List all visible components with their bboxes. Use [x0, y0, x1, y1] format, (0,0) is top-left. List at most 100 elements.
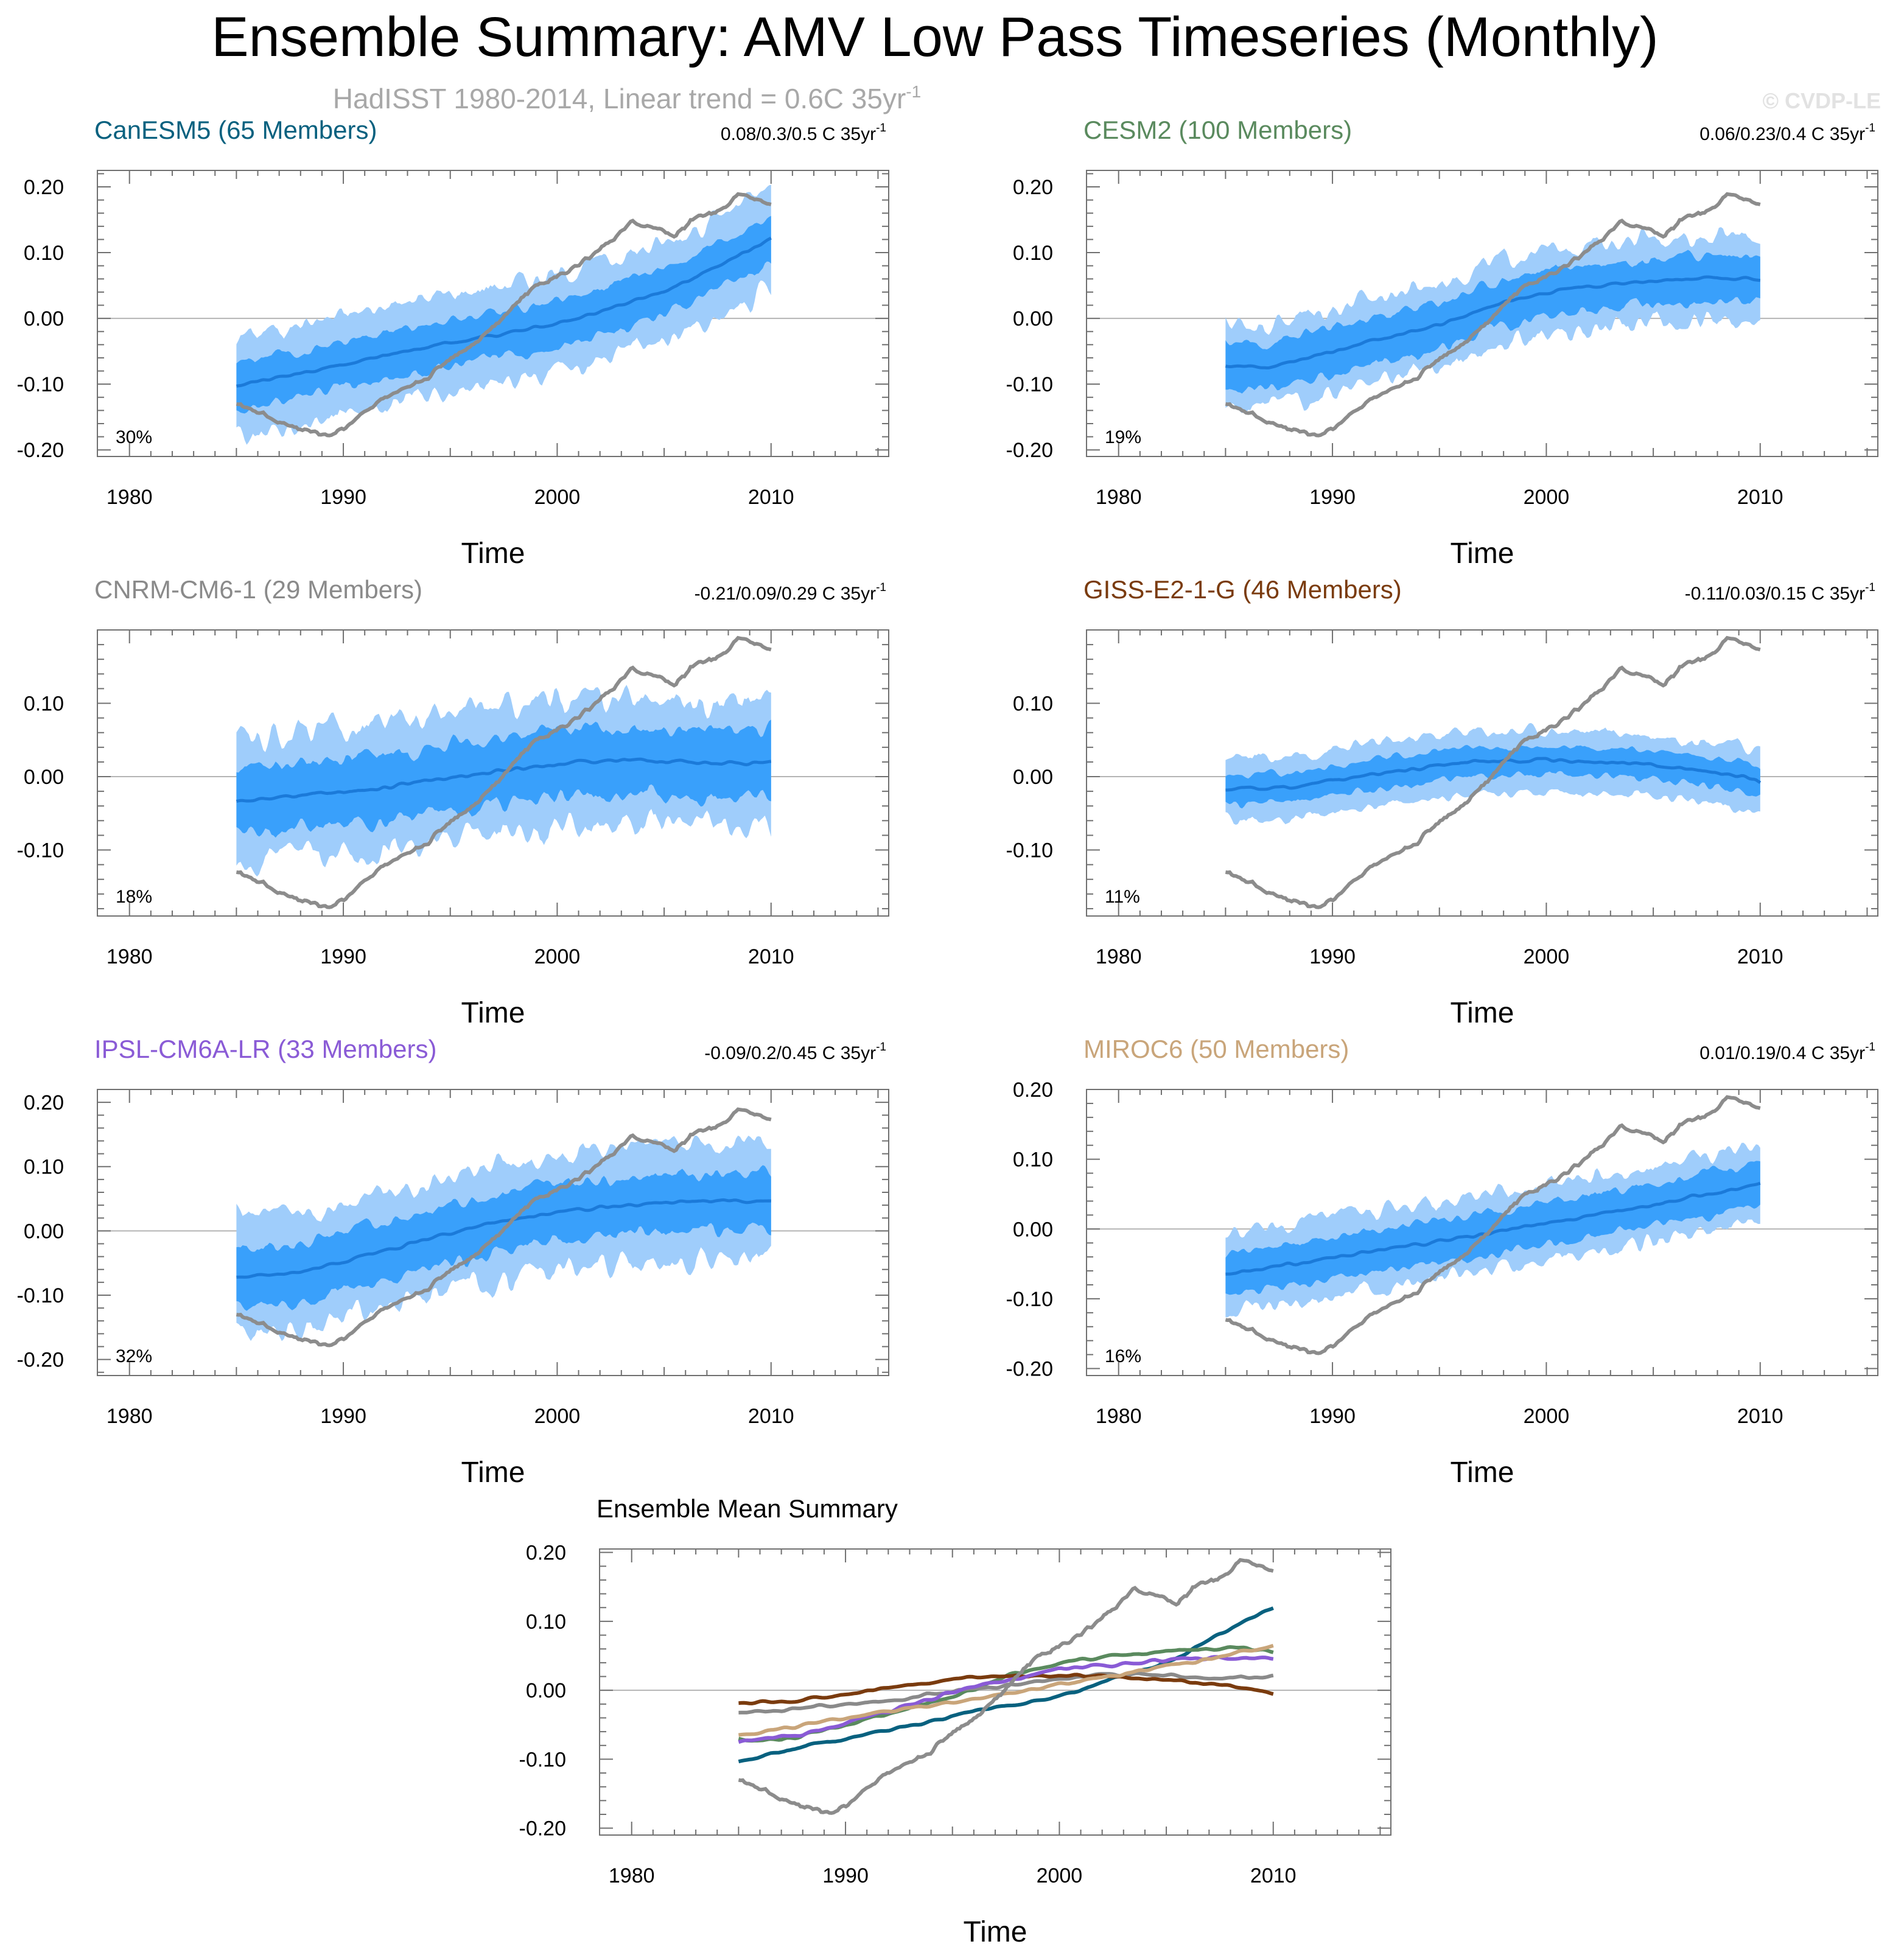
panel-title: GISS-E2-1-G (46 Members) — [1083, 575, 1402, 604]
panel-5: MIROC6 (50 Members) 0.01/0.19/0.4 C 35yr-… — [1006, 1035, 1878, 1489]
x-axis-label: Time — [461, 537, 525, 570]
y-tick-label: 0.00 — [24, 307, 64, 330]
y-tick-label: 0.20 — [526, 1542, 566, 1565]
y-tick-label: 0.10 — [1013, 1149, 1053, 1172]
observations-line — [236, 192, 772, 438]
trend-superscript: -1 — [1865, 122, 1875, 135]
x-tick-label: 2000 — [534, 945, 581, 968]
y-tick-label: -0.20 — [519, 1817, 567, 1841]
observations-line — [1225, 1095, 1761, 1355]
trend-value: 0.08/0.3/0.5 C 35yr — [721, 124, 876, 144]
series-line-miroc6 — [738, 1643, 1274, 1737]
panel-3: GISS-E2-1-G (46 Members) -0.11/0.03/0.15 … — [1006, 575, 1878, 1029]
y-tick-label: 0.10 — [24, 1156, 64, 1179]
y-tick-label: -0.10 — [519, 1748, 567, 1771]
x-tick-label: 1990 — [822, 1864, 869, 1887]
x-tick-label: 2000 — [534, 1405, 581, 1428]
observations-line — [738, 1558, 1274, 1815]
trend-superscript: -1 — [1865, 581, 1875, 594]
y-tick-label: -0.10 — [17, 373, 65, 396]
percent-label: 30% — [116, 427, 152, 447]
x-tick-label: 1980 — [609, 1864, 655, 1887]
x-tick-label: 1990 — [320, 486, 366, 509]
panels: CanESM5 (65 Members) 0.08/0.3/0.5 C 35yr-… — [17, 116, 1878, 1944]
x-tick-label: 1980 — [107, 945, 153, 968]
y-tick-label: 0.00 — [1013, 766, 1053, 789]
trend-superscript: -1 — [1865, 1041, 1875, 1054]
trend-label: -0.21/0.09/0.29 C 35yr-1 — [695, 581, 886, 604]
x-tick-label: 1980 — [1096, 1405, 1142, 1428]
trend-value: 0.06/0.23/0.4 C 35yr — [1699, 124, 1865, 144]
ensemble-mean-line — [1225, 1181, 1761, 1276]
y-tick-label: 0.10 — [1013, 242, 1053, 265]
ensemble-mean-line — [236, 1198, 771, 1279]
y-tick-label: -0.10 — [1006, 839, 1054, 862]
x-axis-label: Time — [964, 1916, 1027, 1944]
ensemble-mean-line — [236, 757, 772, 803]
percent-label: 18% — [116, 887, 152, 907]
panel-title: CESM2 (100 Members) — [1083, 116, 1352, 144]
trend-value: 0.01/0.19/0.4 C 35yr — [1699, 1043, 1865, 1063]
x-tick-label: 2010 — [748, 1405, 794, 1428]
series-line-cnrm-cm6-1 — [738, 1671, 1274, 1715]
figure-title: Ensemble Summary: AMV Low Pass Timeserie… — [211, 6, 1658, 68]
x-axis-label: Time — [461, 1456, 525, 1489]
y-tick-label: 0.10 — [1013, 693, 1053, 716]
x-tick-label: 1990 — [1309, 1405, 1356, 1428]
y-tick-label: -0.10 — [17, 1284, 65, 1307]
trend-label: -0.09/0.2/0.45 C 35yr-1 — [704, 1041, 886, 1063]
observations-line — [236, 1107, 772, 1348]
y-tick-label: 0.00 — [526, 1679, 566, 1702]
subtitle-superscript: -1 — [906, 82, 921, 101]
percent-label: 11% — [1105, 887, 1140, 907]
series-line-ipsl-cm6a-lr — [738, 1655, 1274, 1744]
panel-6: Ensemble Mean Summary 1980 1990 2000 2010 0.2… — [519, 1494, 1391, 1944]
figure-subtitle: HadISST 1980-2014, Linear trend = 0.6C 3… — [333, 82, 921, 114]
y-tick-label: 0.10 — [526, 1610, 566, 1634]
y-tick-label: -0.20 — [1006, 1358, 1054, 1381]
y-tick-label: -0.10 — [1006, 1288, 1054, 1311]
x-tick-label: 2010 — [1250, 1864, 1297, 1887]
trend-label: 0.01/0.19/0.4 C 35yr-1 — [1699, 1041, 1875, 1063]
observations-line — [1225, 192, 1761, 438]
panel-title: Ensemble Mean Summary — [597, 1494, 898, 1523]
y-tick-label: -0.10 — [1006, 373, 1054, 396]
x-tick-label: 1980 — [1096, 486, 1142, 509]
x-tick-label: 2010 — [1737, 945, 1783, 968]
x-axis-label: Time — [1451, 537, 1514, 570]
y-tick-label: -0.10 — [17, 839, 65, 862]
y-tick-label: 0.00 — [1013, 1218, 1053, 1241]
series-line-giss-e2-1-g — [738, 1673, 1274, 1705]
panel-title: MIROC6 (50 Members) — [1083, 1035, 1349, 1063]
x-tick-label: 2000 — [1524, 1405, 1570, 1428]
ensemble-inner-band — [236, 719, 771, 838]
y-tick-label: 0.00 — [24, 1220, 64, 1243]
ensemble-inner-band — [1225, 250, 1760, 394]
trend-label: 0.08/0.3/0.5 C 35yr-1 — [721, 122, 886, 144]
x-tick-label: 1990 — [320, 1405, 366, 1428]
y-tick-label: 0.10 — [24, 693, 64, 716]
y-tick-label: 0.00 — [24, 766, 64, 789]
x-tick-label: 2010 — [1737, 1405, 1783, 1428]
percent-label: 32% — [116, 1346, 152, 1366]
y-tick-label: -0.20 — [1006, 439, 1054, 462]
x-axis-label: Time — [1451, 1456, 1514, 1489]
percent-label: 19% — [1105, 427, 1141, 447]
x-tick-label: 1990 — [320, 945, 366, 968]
percent-label: 16% — [1105, 1346, 1141, 1366]
x-tick-label: 2000 — [534, 486, 581, 509]
panel-4: IPSL-CM6A-LR (33 Members) -0.09/0.2/0.45 … — [17, 1035, 889, 1489]
y-tick-label: -0.20 — [17, 439, 65, 462]
trend-label: 0.06/0.23/0.4 C 35yr-1 — [1699, 122, 1875, 144]
observations-line — [236, 635, 772, 909]
trend-value: -0.11/0.03/0.15 C 35yr — [1685, 584, 1865, 604]
subtitle-text: HadISST 1980-2014, Linear trend = 0.6C 3… — [333, 83, 906, 114]
x-tick-label: 2000 — [1037, 1864, 1083, 1887]
trend-value: -0.09/0.2/0.45 C 35yr — [704, 1043, 876, 1063]
trend-superscript: -1 — [876, 581, 886, 594]
observations-line — [1225, 635, 1761, 909]
ensemble-mean-line — [236, 236, 772, 388]
x-axis-label: Time — [461, 997, 525, 1029]
x-tick-label: 2010 — [748, 486, 794, 509]
